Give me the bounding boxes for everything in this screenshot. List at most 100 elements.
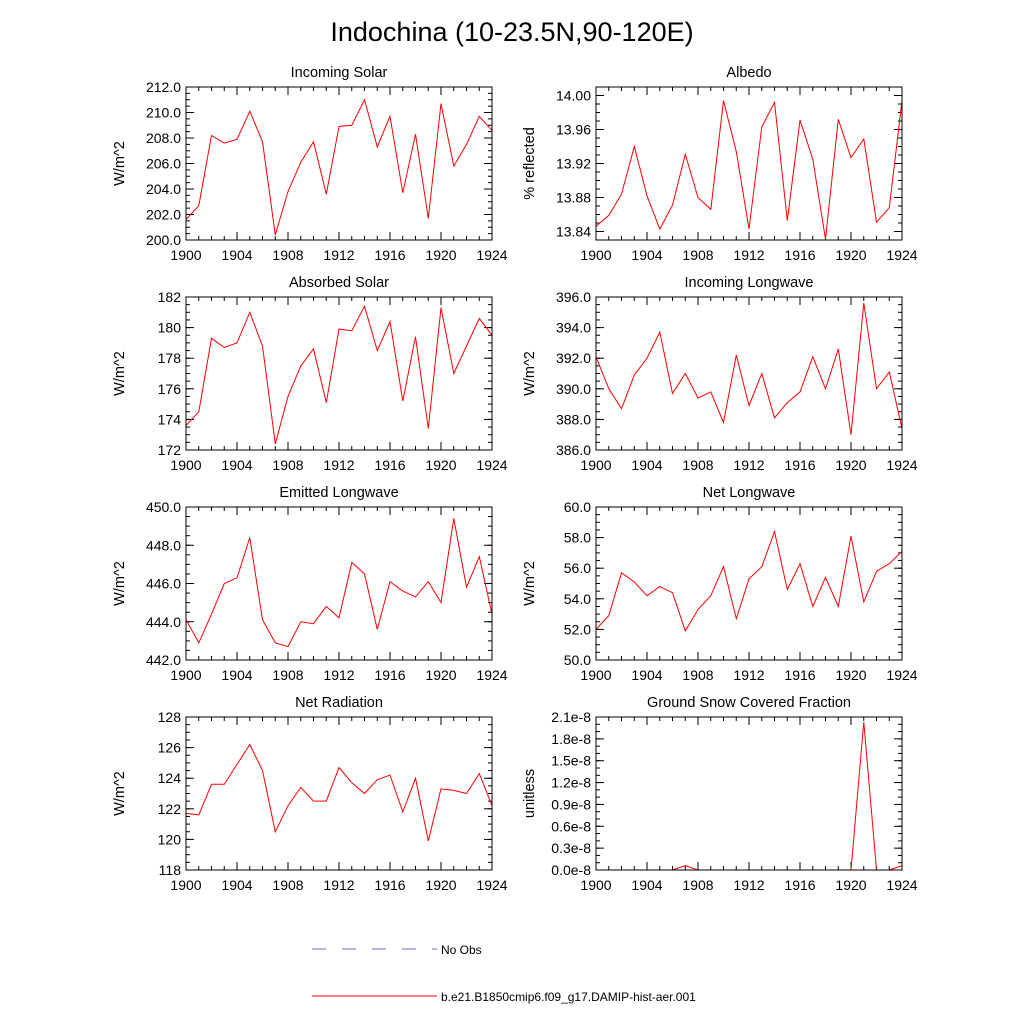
y-tick-label: 52.0 (564, 621, 591, 637)
panel-title: Albedo (726, 65, 771, 81)
x-tick-label: 1916 (784, 457, 815, 473)
y-tick-label: 206.0 (146, 156, 181, 172)
y-tick-label: 212.0 (146, 79, 181, 95)
y-tick-label: 0.9e-8 (551, 796, 591, 812)
plot-frame (185, 716, 493, 871)
x-tick-label: 1924 (886, 247, 917, 263)
x-tick-label: 1916 (374, 667, 405, 683)
x-tick-label: 1924 (476, 877, 507, 893)
y-tick-label: 200.0 (146, 232, 181, 248)
panel-title: Ground Snow Covered Fraction (647, 695, 851, 711)
y-axis-label: W/m^2 (522, 561, 538, 606)
y-tick-label: 176 (158, 381, 182, 397)
y-tick-label: 128 (158, 709, 182, 725)
y-tick-label: 126 (158, 740, 182, 756)
x-tick-label: 1912 (733, 667, 764, 683)
y-tick-label: 208.0 (146, 130, 181, 146)
x-tick-label: 1912 (733, 247, 764, 263)
y-axis-label: W/m^2 (112, 141, 128, 186)
x-tick-label: 1924 (886, 877, 917, 893)
y-tick-label: 58.0 (564, 530, 591, 546)
x-tick-label: 1904 (631, 667, 662, 683)
y-tick-label: 124 (158, 770, 182, 786)
x-tick-label: 1912 (323, 877, 354, 893)
plot-frame (185, 296, 493, 451)
y-axis-label: W/m^2 (112, 771, 128, 816)
panel-title: Absorbed Solar (289, 275, 389, 291)
x-tick-label: 1900 (170, 457, 201, 473)
y-tick-label: 13.92 (556, 156, 591, 172)
x-tick-label: 1908 (682, 247, 713, 263)
series-line (595, 529, 903, 633)
y-tick-label: 442.0 (146, 652, 181, 668)
y-tick-label: 50.0 (564, 652, 591, 668)
y-tick-label: 0.6e-8 (551, 818, 591, 834)
y-tick-label: 122 (158, 801, 182, 817)
x-tick-label: 1920 (835, 457, 866, 473)
x-tick-label: 1920 (835, 667, 866, 683)
series-line (185, 304, 493, 445)
series-line (595, 100, 903, 240)
x-tick-label: 1916 (784, 877, 815, 893)
x-tick-label: 1904 (631, 877, 662, 893)
panel-title: Net Radiation (295, 695, 383, 711)
x-tick-label: 1920 (425, 877, 456, 893)
y-tick-label: 390.0 (556, 381, 591, 397)
y-axis-label: % reflected (522, 127, 538, 200)
legend-label-model: b.e21.B1850cmip6.f09_g17.DAMIP-hist-aer.… (441, 990, 696, 1004)
y-tick-label: 1.2e-8 (551, 775, 591, 791)
x-tick-label: 1916 (374, 247, 405, 263)
series-line (185, 98, 493, 236)
y-tick-label: 394.0 (556, 320, 591, 336)
y-tick-label: 388.0 (556, 411, 591, 427)
y-tick-label: 1.8e-8 (551, 731, 591, 747)
y-tick-label: 182 (158, 289, 182, 305)
plot-frame (185, 506, 493, 661)
panel-6: Net Longwave 1900 1904 1908 1912 1916 1920 1924… (522, 485, 918, 683)
x-tick-label: 1908 (272, 667, 303, 683)
x-tick-label: 1924 (476, 457, 507, 473)
x-tick-label: 1912 (733, 457, 764, 473)
x-tick-label: 1920 (835, 877, 866, 893)
y-tick-label: 14.00 (556, 88, 591, 104)
x-tick-label: 1916 (374, 457, 405, 473)
x-tick-label: 1904 (221, 877, 252, 893)
y-tick-label: 120 (158, 831, 182, 847)
x-tick-label: 1920 (425, 457, 456, 473)
panel-title: Incoming Longwave (685, 275, 814, 291)
y-tick-label: 178 (158, 350, 182, 366)
y-tick-label: 0.0e-8 (551, 862, 591, 878)
x-tick-label: 1908 (272, 877, 303, 893)
x-tick-label: 1908 (272, 247, 303, 263)
x-tick-label: 1900 (580, 667, 611, 683)
x-tick-label: 1900 (580, 457, 611, 473)
y-tick-label: 60.0 (564, 499, 591, 515)
y-axis-label: W/m^2 (522, 351, 538, 396)
plot-frame (595, 506, 903, 661)
plot-frame (595, 86, 903, 241)
x-tick-label: 1904 (631, 457, 662, 473)
panel-title: Emitted Longwave (279, 485, 398, 501)
y-axis-label: W/m^2 (112, 351, 128, 396)
panel-3: Absorbed Solar 1900 1904 1908 1912 1916 1920 19… (112, 275, 508, 473)
legend-label-no-obs: No Obs (441, 943, 482, 957)
y-tick-label: 386.0 (556, 442, 591, 458)
y-tick-label: 392.0 (556, 350, 591, 366)
y-tick-label: 118 (159, 862, 182, 878)
y-tick-label: 446.0 (146, 576, 181, 592)
y-tick-label: 444.0 (146, 614, 181, 630)
x-tick-label: 1900 (170, 667, 201, 683)
x-tick-label: 1900 (170, 247, 201, 263)
figure-title: Indochina (10-23.5N,90-120E) (330, 17, 693, 47)
panel-7: Net Radiation 1900 1904 1908 1912 1916 1920 192… (112, 695, 508, 893)
x-tick-label: 1900 (580, 247, 611, 263)
y-tick-label: 210.0 (146, 105, 181, 121)
y-tick-label: 0.3e-8 (551, 840, 591, 856)
x-tick-label: 1916 (784, 247, 815, 263)
x-tick-label: 1908 (272, 457, 303, 473)
x-tick-label: 1900 (580, 877, 611, 893)
x-tick-label: 1908 (682, 457, 713, 473)
x-tick-label: 1912 (323, 457, 354, 473)
x-tick-label: 1920 (425, 247, 456, 263)
series-line (185, 743, 493, 842)
